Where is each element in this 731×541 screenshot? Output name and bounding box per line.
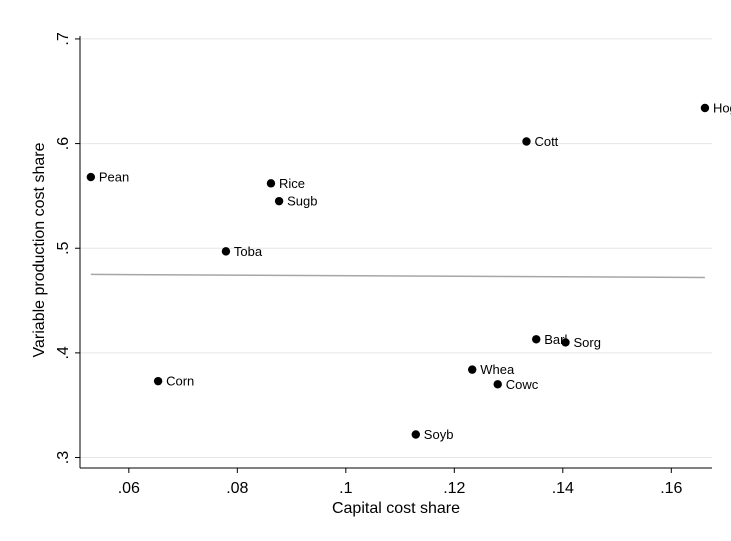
data-point xyxy=(221,247,231,256)
data-point-label: Hogs xyxy=(713,101,731,116)
y-tick-label: .7 xyxy=(55,32,72,45)
data-point-label: Whea xyxy=(480,362,515,377)
data-point xyxy=(274,196,284,206)
data-point xyxy=(468,365,477,374)
data-point xyxy=(86,172,96,182)
x-tick-label: .16 xyxy=(660,480,682,497)
gridlines xyxy=(80,38,712,459)
x-tick-label: .1 xyxy=(339,480,352,497)
data-point-label: Rice xyxy=(279,176,305,191)
data-point-label: Barl xyxy=(544,332,567,347)
data-point-label: Soyb xyxy=(424,427,454,442)
data-point-label: Cott xyxy=(534,134,558,149)
x-tick-label: .06 xyxy=(118,480,140,497)
data-point xyxy=(266,179,276,188)
data-point-label: Sugb xyxy=(287,194,317,209)
data-point-label: Pean xyxy=(99,170,129,185)
data-point xyxy=(532,335,541,344)
data-point xyxy=(153,376,163,386)
x-tick-label: .14 xyxy=(552,480,574,497)
y-axis-title: Variable production cost share xyxy=(31,142,48,357)
data-point xyxy=(411,430,421,439)
data-point xyxy=(522,137,531,146)
data-point-label: Sorg xyxy=(574,335,601,350)
data-point xyxy=(561,338,570,347)
data-point xyxy=(700,103,710,113)
data-points xyxy=(86,103,710,439)
data-point xyxy=(493,380,502,389)
y-tick-label: .5 xyxy=(55,241,72,254)
y-tick-label: .4 xyxy=(55,346,72,359)
data-point-label: Cowc xyxy=(506,377,539,392)
data-point-label: Corn xyxy=(166,374,194,389)
y-tick-label: .3 xyxy=(55,451,72,464)
data-point-label: Toba xyxy=(234,244,263,259)
x-tick-label: .12 xyxy=(443,480,465,497)
x-tick-label: .08 xyxy=(226,480,248,497)
y-tick-label: .6 xyxy=(55,137,72,150)
fit-line xyxy=(90,273,705,279)
x-axis-title: Capital cost share xyxy=(332,500,460,517)
fit-line-layer xyxy=(90,273,705,279)
axes: .3 .4 .5 .6 .7 .06 .08 .1 .12 .14 .16 xyxy=(55,32,712,497)
